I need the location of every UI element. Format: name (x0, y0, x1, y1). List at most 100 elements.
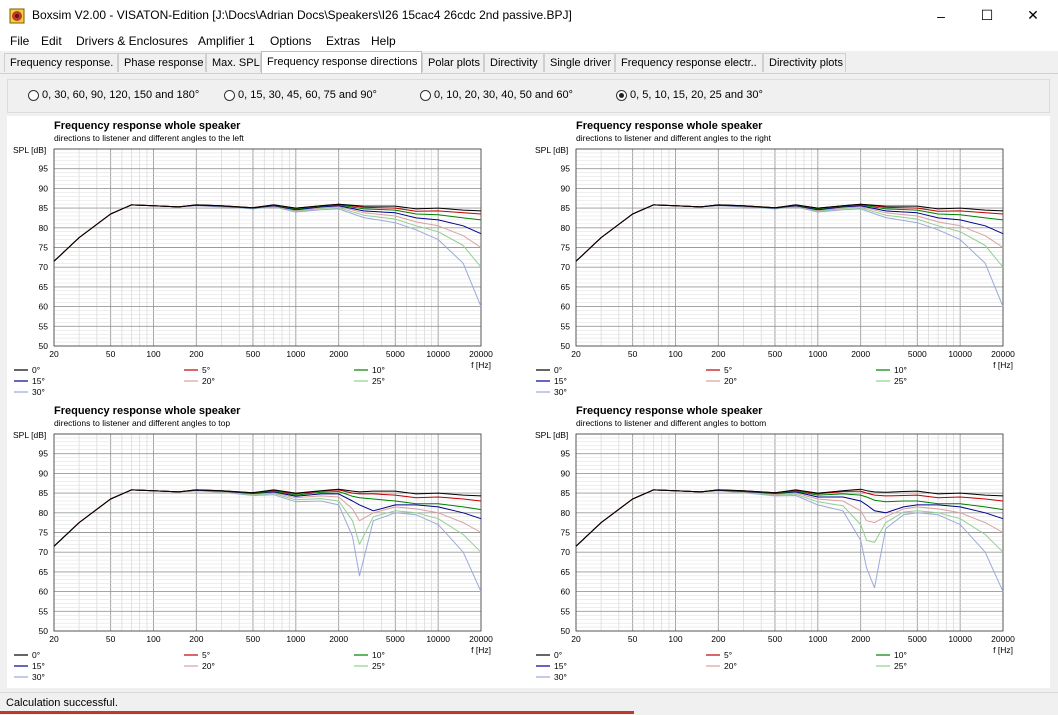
maximize-button[interactable]: ☐ (980, 7, 994, 23)
radio-label: 0, 10, 20, 30, 40, 50 and 60° (434, 89, 573, 101)
close-button[interactable]: ✕ (1027, 7, 1039, 23)
legend-label: 10° (372, 650, 385, 660)
tab-single-driver[interactable]: Single driver (544, 53, 615, 72)
tab-phase-response[interactable]: Phase response (118, 53, 206, 72)
y-tick-label: 80 (39, 508, 49, 518)
legend-label: 0° (554, 650, 562, 660)
series-line-10deg (575, 204, 1004, 262)
y-tick-label: 95 (39, 449, 49, 459)
series-line-5deg (575, 203, 1004, 262)
x-axis-label: f [Hz] (471, 360, 491, 370)
angle-option-0-180[interactable]: 0, 30, 60, 90, 120, 150 and 180° (28, 89, 199, 101)
menu-help[interactable]: Help (371, 34, 396, 48)
x-tick-label: 5000 (386, 634, 405, 644)
tab-max-spl[interactable]: Max. SPL (206, 53, 261, 72)
x-tick-label: 2000 (851, 634, 870, 644)
x-tick-label: 1000 (286, 634, 305, 644)
minimize-button[interactable]: – (937, 7, 945, 24)
y-tick-label: 75 (561, 528, 571, 538)
legend-label: 5° (724, 365, 732, 375)
angle-option-0-30[interactable]: 0, 5, 10, 15, 20, 25 and 30° (616, 89, 763, 101)
menu-options[interactable]: Options (270, 34, 312, 48)
y-axis-label: SPL [dB] (13, 145, 46, 155)
tab-directivity[interactable]: Directivity (484, 53, 544, 72)
y-tick-label: 60 (39, 302, 49, 312)
chart-subtitle: directions to listener and different ang… (54, 418, 230, 428)
y-tick-label: 75 (561, 243, 571, 253)
legend-label: 15° (554, 661, 567, 671)
x-tick-label: 200 (189, 634, 203, 644)
menu-drivers-enclosures[interactable]: Drivers & Enclosures (76, 34, 189, 48)
radio-button[interactable] (420, 89, 431, 101)
x-tick-label: 1000 (286, 349, 305, 359)
y-tick-label: 65 (39, 282, 49, 292)
x-tick-label: 20000 (469, 634, 493, 644)
x-tick-label: 10000 (948, 349, 972, 359)
series-line-20deg (53, 204, 482, 262)
x-tick-label: 20000 (469, 349, 493, 359)
y-tick-label: 90 (561, 468, 571, 478)
series-line-0deg (53, 488, 482, 547)
legend-label: 25° (372, 661, 385, 671)
y-axis-label: SPL [dB] (13, 430, 46, 440)
legend-label: 10° (372, 365, 385, 375)
y-tick-label: 65 (561, 282, 571, 292)
chart-panel-2: Frequency response whole speakerdirectio… (535, 120, 1015, 397)
x-axis-label: f [Hz] (993, 360, 1013, 370)
status-text: Calculation successful. (6, 697, 118, 709)
tab-frequency-response[interactable]: Frequency response. (4, 53, 118, 72)
y-tick-label: 65 (39, 567, 49, 577)
tab-directivity-plots[interactable]: Directivity plots (763, 53, 846, 72)
y-tick-label: 90 (561, 183, 571, 193)
legend-label: 30° (32, 387, 45, 397)
radio-button[interactable] (28, 89, 39, 101)
plots-area: Frequency response whole speaker directio… (7, 116, 1050, 688)
series-line-20deg (575, 204, 1004, 262)
x-tick-label: 20000 (991, 349, 1015, 359)
angle-option-0-90[interactable]: 0, 15, 30, 45, 60, 75 and 90° (224, 89, 377, 101)
x-tick-label: 20 (571, 349, 581, 359)
y-tick-label: 65 (561, 567, 571, 577)
tab-bar: Frequency response. Phase response Max. … (0, 51, 1058, 74)
tab-polar-plots[interactable]: Polar plots (422, 53, 484, 72)
menu-amplifier[interactable]: Amplifier 1 (198, 34, 255, 48)
radio-button-selected[interactable] (616, 89, 627, 101)
y-tick-label: 85 (561, 488, 571, 498)
radio-label: 0, 30, 60, 90, 120, 150 and 180° (42, 89, 200, 101)
angle-option-0-60[interactable]: 0, 10, 20, 30, 40, 50 and 60° (420, 89, 573, 101)
x-tick-label: 100 (146, 634, 160, 644)
x-tick-label: 500 (246, 349, 260, 359)
x-tick-label: 100 (146, 349, 160, 359)
y-tick-label: 75 (39, 528, 49, 538)
series-line-5deg (575, 489, 1004, 547)
menu-file[interactable]: File (10, 34, 30, 48)
y-tick-label: 85 (561, 203, 571, 213)
window-title: Boxsim V2.00 - VISATON-Edition [J:\Docs\… (32, 8, 572, 22)
y-tick-label: 70 (39, 547, 49, 557)
legend-label: 20° (724, 661, 737, 671)
x-tick-label: 1000 (808, 349, 827, 359)
tab-frequency-response-electrical[interactable]: Frequency response electr.. (615, 53, 763, 72)
legend-label: 10° (894, 365, 907, 375)
legend-label: 20° (724, 376, 737, 386)
legend-label: 30° (32, 672, 45, 682)
legend-label: 5° (202, 650, 210, 660)
x-tick-label: 20 (49, 634, 59, 644)
y-tick-label: 90 (39, 468, 49, 478)
series-line-15deg (53, 489, 482, 547)
radio-button[interactable] (224, 89, 235, 101)
legend-label: 0° (32, 365, 40, 375)
chart-subtitle: directions to listener and different ang… (54, 133, 244, 143)
chart-title: Frequency response whole speaker (576, 405, 763, 417)
menu-extras[interactable]: Extras (326, 34, 361, 48)
x-tick-label: 20 (571, 634, 581, 644)
menu-edit[interactable]: Edit (41, 34, 62, 48)
chart-subtitle: directions to listener and different ang… (576, 133, 772, 143)
chart-title: Frequency response whole speaker (576, 120, 763, 132)
x-axis-label: f [Hz] (993, 645, 1013, 655)
chart-panel-3: Frequency response whole speakerdirectio… (13, 405, 493, 682)
x-tick-label: 10000 (426, 634, 450, 644)
tab-frequency-response-directions[interactable]: Frequency response directions (261, 51, 422, 73)
x-tick-label: 20000 (991, 634, 1015, 644)
legend-label: 15° (554, 376, 567, 386)
